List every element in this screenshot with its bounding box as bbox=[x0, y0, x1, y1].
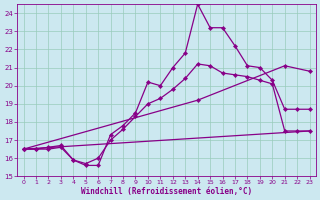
X-axis label: Windchill (Refroidissement éolien,°C): Windchill (Refroidissement éolien,°C) bbox=[81, 187, 252, 196]
